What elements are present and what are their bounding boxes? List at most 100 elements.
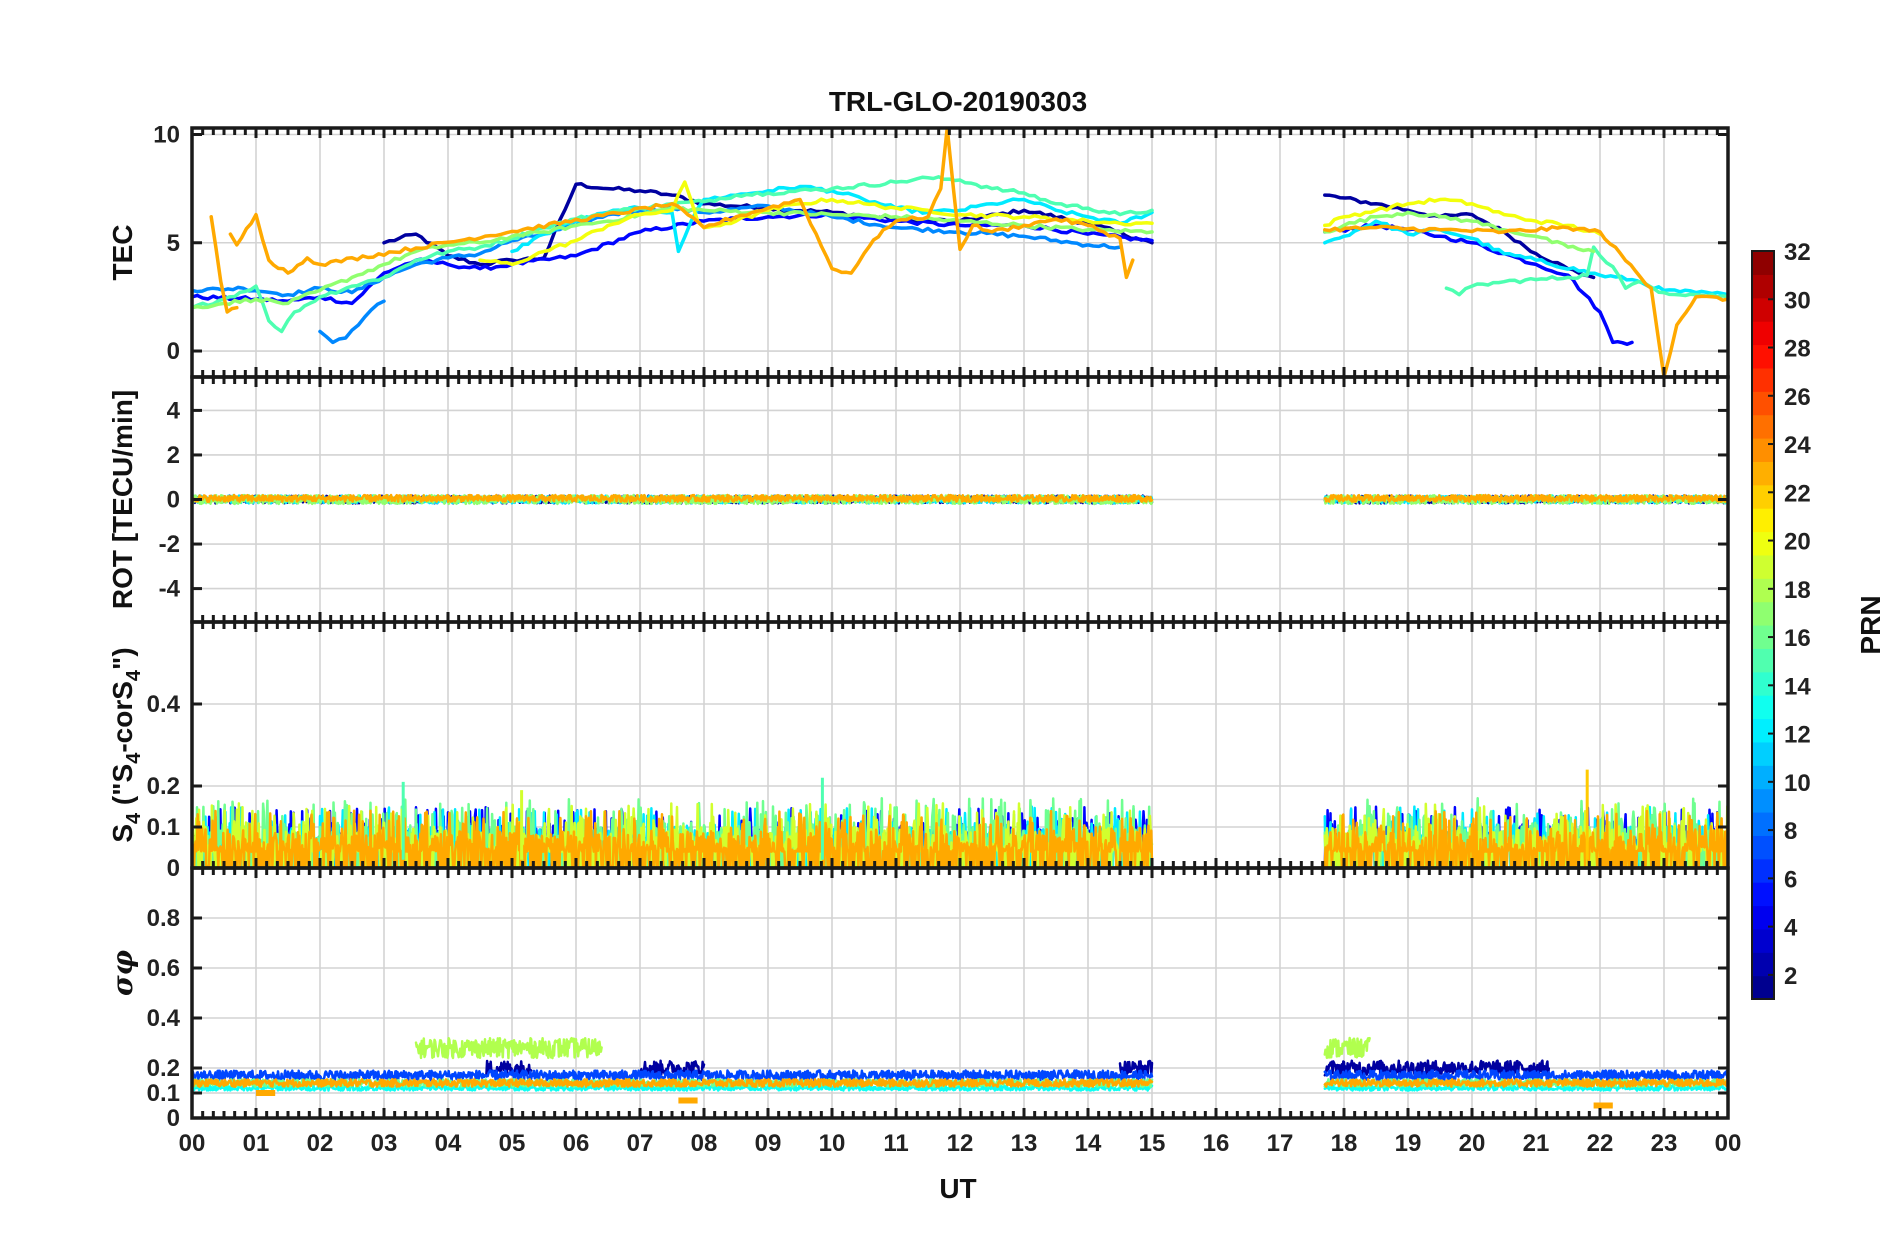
colorbar-band [1752,461,1774,486]
y-axis-label-part: -corS [107,681,138,753]
series-line-prn-5 [192,211,1154,306]
colorbar-band [1752,975,1774,1000]
colorbar-tick-label: 32 [1784,239,1811,266]
x-tick-label: 00 [1715,1130,1742,1157]
colorbar-band [1752,905,1774,930]
colorbar-tick-label: 4 [1784,915,1798,942]
colorbar-tick-label: 2 [1784,963,1797,990]
panel-tec: 0 5 10 TEC [107,121,1730,379]
y-tick-label: 0 [167,487,180,514]
colorbar-band [1752,297,1774,322]
colorbar-band [1752,858,1774,883]
y-axis-label-part: 4 [123,812,145,824]
series-line-prn-13 [192,1084,1154,1092]
series-line-prn-23 [192,809,1154,868]
x-tick-label: 05 [499,1130,526,1157]
x-tick-label: 14 [1075,1130,1102,1157]
y-tick-label: 0 [167,338,180,365]
series-line-prn-17 [1323,210,1596,254]
colorbar-band [1752,554,1774,579]
series-line-prn-7 [1323,1069,1728,1082]
x-tick-labels: 00 01 02 03 04 05 06 07 08 09 10 11 12 13 14 15 16 17 18 19… [179,1130,1742,1157]
y-axis-label: S4 ("S4-corS4") [107,647,145,842]
colorbar-band [1752,601,1774,626]
colorbar-band [1752,812,1774,836]
colorbar-band [1752,695,1774,720]
series-line-prn-23 [192,493,1154,503]
colorbar-tick-label: 18 [1784,577,1811,604]
panel-s4: 0 0.1 0.2 0.4S4 ("S4-corS4") [107,620,1730,882]
colorbar-tick-label: 12 [1784,722,1811,749]
colorbar-band [1752,928,1774,953]
y-tick-label: 0.4 [147,691,181,718]
colorbar-label: PRN [1855,595,1886,654]
x-tick-label: 10 [819,1130,846,1157]
y-tick-label: 0.1 [147,814,180,841]
series-line-prn-23 [1323,809,1728,868]
colorbar-band [1752,882,1774,907]
colorbar-tick-label: 8 [1784,818,1797,845]
colorbar-band [1752,835,1774,860]
colorbar-band [1752,391,1774,416]
colorbar-band [1752,788,1774,813]
x-tick-label: 02 [307,1130,334,1157]
y-tick-label: 0.2 [147,773,180,800]
y-axis-label: ROT [TECU/min] [107,390,138,609]
y-axis-label-part: 4 [123,669,145,681]
colorbar-band [1752,251,1774,275]
y-tick-label: 4 [167,397,181,424]
x-tick-label: 18 [1331,1130,1358,1157]
colorbar-tick-label: 10 [1784,770,1811,797]
panel-rot: -4 -2 0 2 4 ROT [TECU/min] [107,375,1730,624]
x-tick-label: 09 [755,1130,782,1157]
x-tick-label: 15 [1139,1130,1166,1157]
series-line-prn-2 [638,1059,706,1077]
y-axis-label: σφ [106,949,139,996]
series-line-prn-15 [1444,245,1728,299]
y-tick-label: -4 [159,576,181,603]
x-tick-label: 21 [1523,1130,1550,1157]
series-line-prn-7 [192,1069,1154,1082]
colorbar-band [1752,508,1774,533]
colorbar-tick-label: 26 [1784,384,1811,411]
x-tick-label: 08 [691,1130,718,1157]
x-axis-label: UT [939,1173,976,1204]
colorbar-band [1752,367,1774,392]
colorbar-tick-label: 30 [1784,287,1811,314]
x-tick-label: 23 [1651,1130,1678,1157]
colorbar-band [1752,765,1774,790]
colorbar-band [1752,741,1774,766]
y-tick-label: 10 [153,121,180,148]
colorbar-tick-label: 24 [1784,432,1811,459]
y-tick-label: 5 [167,230,180,257]
series-line-prn-5 [1323,223,1634,347]
x-tick-label: 20 [1459,1130,1486,1157]
y-axis-label: TEC [107,225,138,281]
panel-data [192,1036,1728,1109]
y-tick-label: 2 [167,442,180,469]
series-line-prn-23 [192,1078,1154,1088]
x-tick-label: 12 [947,1130,974,1157]
x-tick-label: 17 [1267,1130,1294,1157]
colorbar-band [1752,414,1774,439]
y-tick-label: -2 [159,531,180,558]
colorbar-tick-label: 20 [1784,529,1811,556]
y-tick-label: 0 [167,855,180,882]
y-tick-label: 0 [167,1105,180,1132]
x-tick-label: 04 [435,1130,462,1157]
colorbar-frame [1751,250,1775,1000]
x-tick-label: 03 [371,1130,398,1157]
panel-minor-ticks [190,868,1730,1120]
panel-sigma_phi: 00.10.2 0.4 0.6 0.8 σφ [106,866,1730,1132]
x-tick-label: 07 [627,1130,654,1157]
x-tick-label: 19 [1395,1130,1422,1157]
panel-data [192,128,1728,377]
chart-title: TRL-GLO-20190303 [829,86,1087,117]
colorbar-tick-label: 16 [1784,625,1811,652]
y-tick-label: 0.6 [147,955,180,982]
colorbar-band [1752,344,1774,369]
y-axis-label-part: 4 [123,752,145,764]
series-line-prn-20 [1323,197,1602,236]
